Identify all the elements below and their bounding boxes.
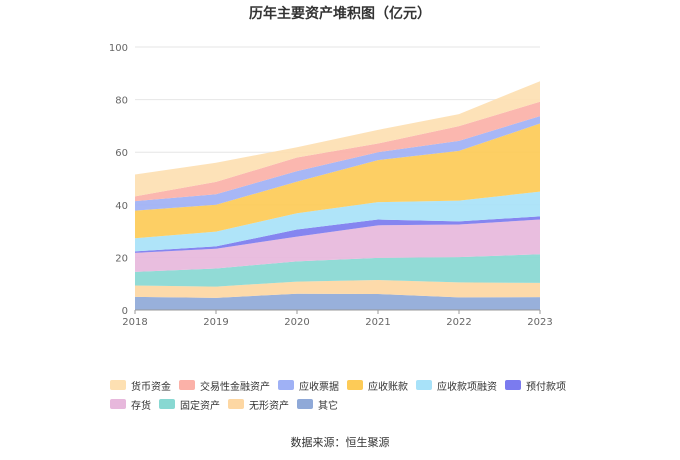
x-tick-label: 2018 — [122, 317, 147, 328]
legend-swatch — [347, 380, 363, 390]
legend-item[interactable]: 应收账款 — [347, 378, 408, 393]
legend-row-1: 货币资金 交易性金融资产 应收票据 应收账款 应收款项融资 预付款项 — [110, 377, 610, 393]
legend-swatch — [228, 399, 244, 409]
legend-label: 应收款项融资 — [437, 381, 497, 393]
area-series-应收账款[interactable] — [135, 123, 540, 239]
chart-title: 历年主要资产堆积图（亿元） — [249, 6, 431, 22]
y-tick-label: 80 — [115, 96, 128, 107]
legend-label: 应收票据 — [299, 381, 339, 393]
area-series-交易性金融资产[interactable] — [135, 101, 540, 202]
legend-swatch — [416, 380, 432, 390]
area-series-无形资产[interactable] — [135, 280, 540, 298]
data-source-note: 数据来源：恒生聚源 — [290, 436, 390, 449]
area-series-固定资产[interactable] — [135, 254, 540, 287]
x-tick-label: 2019 — [203, 317, 228, 328]
x-tick-label: 2021 — [365, 317, 390, 328]
legend-item[interactable]: 交易性金融资产 — [179, 378, 270, 393]
legend-label: 无形资产 — [249, 400, 289, 412]
legend-swatch — [159, 399, 175, 409]
area-series-存货[interactable] — [135, 219, 540, 272]
x-tick-label: 2020 — [284, 317, 309, 328]
y-tick-label: 60 — [115, 148, 128, 159]
y-tick-label: 20 — [115, 253, 128, 264]
legend-label: 固定资产 — [180, 400, 220, 412]
legend-row-2: 存货 固定资产 无形资产 其它 — [110, 396, 610, 412]
y-tick-label: 100 — [109, 43, 128, 54]
y-tick-label: 0 — [122, 306, 128, 317]
area-series-应收票据[interactable] — [135, 116, 540, 211]
legend-item[interactable]: 固定资产 — [159, 397, 220, 412]
legend-swatch — [110, 380, 126, 390]
legend-swatch — [505, 380, 521, 390]
x-tick-label: 2022 — [446, 317, 471, 328]
legend-item[interactable]: 其它 — [297, 397, 338, 412]
area-series-预付款项[interactable] — [135, 216, 540, 253]
legend-label: 预付款项 — [526, 381, 566, 393]
area-series-应收款项融资[interactable] — [135, 191, 540, 252]
area-series-货币资金[interactable] — [135, 81, 540, 197]
legend-label: 货币资金 — [131, 381, 171, 393]
legend-label: 存货 — [131, 400, 151, 412]
legend-label: 应收账款 — [368, 381, 408, 393]
legend-swatch — [278, 380, 294, 390]
legend-item[interactable]: 货币资金 — [110, 378, 171, 393]
legend-item[interactable]: 存货 — [110, 397, 151, 412]
legend-swatch — [179, 380, 195, 390]
legend-item[interactable]: 应收票据 — [278, 378, 339, 393]
legend-item[interactable]: 应收款项融资 — [416, 378, 497, 393]
legend-item[interactable]: 预付款项 — [505, 378, 566, 393]
legend-label: 交易性金融资产 — [200, 381, 270, 393]
area-series-其它[interactable] — [135, 293, 540, 310]
x-tick-label: 2023 — [527, 317, 552, 328]
y-tick-label: 40 — [115, 201, 128, 212]
legend-label: 其它 — [318, 400, 338, 412]
legend-swatch — [110, 399, 126, 409]
legend-swatch — [297, 399, 313, 409]
legend-item[interactable]: 无形资产 — [228, 397, 289, 412]
